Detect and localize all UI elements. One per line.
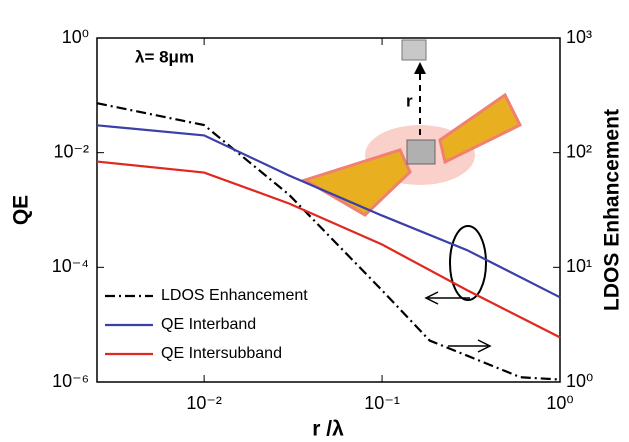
y-tick-label: 10⁻⁶	[52, 371, 89, 391]
x-tick-label: 10⁻²	[186, 393, 222, 413]
r-annotation: r	[406, 91, 413, 110]
x-tick-label: 10⁻¹	[364, 393, 400, 413]
legend-label: QE Interband	[161, 316, 256, 333]
y-tick-label: 10⁻²	[53, 141, 89, 161]
y2-tick-label: 10³	[566, 27, 592, 47]
y2-tick-label: 10²	[566, 141, 592, 161]
axis-arrows	[426, 226, 490, 352]
series-line	[97, 125, 560, 297]
y2-axis-label: LDOS Enhancement	[601, 109, 624, 311]
y-axis-label: QE	[10, 195, 33, 225]
wavelength-annotation: λ= 8μm	[135, 47, 194, 66]
y-tick-label: 10⁰	[62, 27, 89, 47]
legend-label: LDOS Enhancement	[161, 287, 308, 304]
y2-tick-label: 10⁰	[566, 371, 593, 391]
y2-tick-label: 10¹	[566, 256, 592, 276]
x-axis-label: r /λ	[312, 418, 344, 441]
series-line	[97, 103, 560, 379]
bowtie-illustration	[305, 40, 520, 215]
y-tick-label: 10⁻⁴	[52, 256, 89, 276]
legend-label: QE Intersubband	[161, 345, 282, 362]
chart: λ= 8μm r r /λ QE LDOS Enhancement 10⁻² 10…	[0, 0, 629, 442]
x-tick-label: 10⁰	[546, 393, 573, 413]
